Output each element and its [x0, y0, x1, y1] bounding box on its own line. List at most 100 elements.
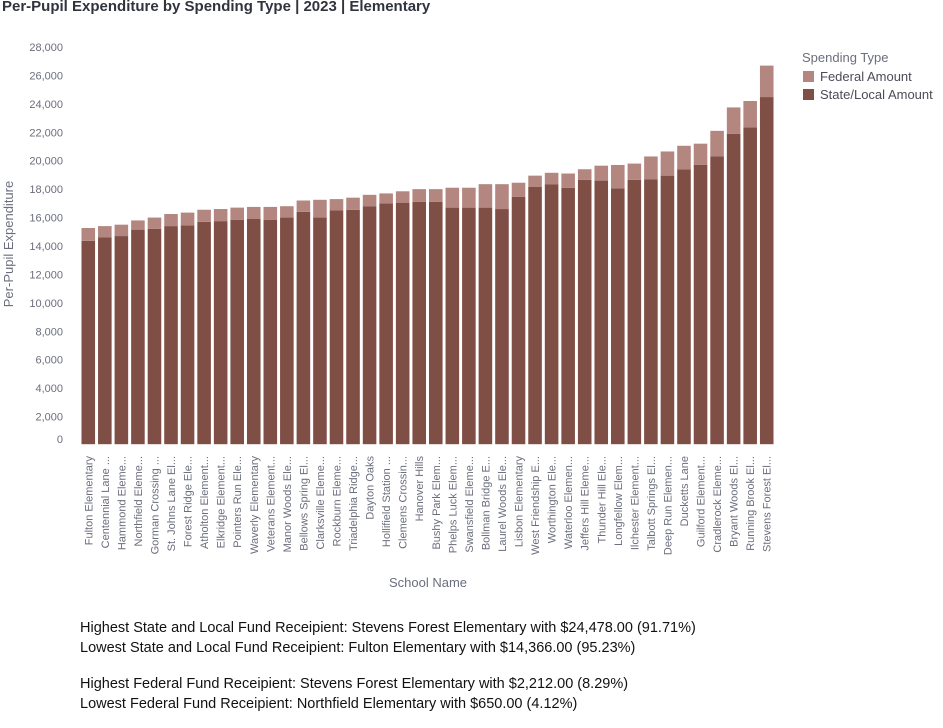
bar-federal[interactable]	[445, 187, 460, 208]
bar-federal[interactable]	[346, 197, 360, 210]
bar-state-local[interactable]	[329, 210, 344, 445]
bar-state-local[interactable]	[627, 179, 642, 445]
legend-item-federal[interactable]: Federal Amount	[803, 69, 912, 84]
bar-federal[interactable]	[561, 173, 575, 188]
bar-federal[interactable]	[759, 65, 774, 98]
bar-state-local[interactable]	[644, 179, 658, 445]
bar-state-local[interactable]	[445, 207, 460, 445]
bar-federal[interactable]	[710, 130, 724, 157]
bar-state-local[interactable]	[164, 226, 178, 445]
bar-federal[interactable]	[296, 200, 311, 212]
bar-state-local[interactable]	[660, 175, 675, 445]
bar-state-local[interactable]	[677, 169, 691, 445]
bar-federal[interactable]	[197, 209, 211, 222]
bar-state-local[interactable]	[313, 217, 327, 445]
bar-state-local[interactable]	[131, 229, 145, 445]
bar-federal[interactable]	[726, 107, 741, 134]
bar-state-local[interactable]	[511, 196, 526, 445]
bar-state-local[interactable]	[561, 187, 575, 445]
x-tick-label: Cradlerock Eleme...	[712, 456, 724, 553]
bar-state-local[interactable]	[114, 236, 129, 445]
bar-federal[interactable]	[528, 175, 542, 188]
bar-state-local[interactable]	[180, 225, 195, 445]
bar-federal[interactable]	[428, 189, 443, 202]
summary-highest-state-local: Highest State and Local Fund Receipient:…	[80, 620, 696, 636]
bar-federal[interactable]	[230, 207, 244, 220]
bar-state-local[interactable]	[246, 218, 261, 445]
x-tick-label: Hanover Hills	[414, 456, 426, 522]
bar-federal[interactable]	[164, 214, 178, 227]
bar-federal[interactable]	[478, 184, 493, 208]
bar-federal[interactable]	[693, 143, 708, 165]
bar-federal[interactable]	[395, 191, 410, 203]
bar-federal[interactable]	[147, 217, 162, 229]
bar-federal[interactable]	[329, 199, 344, 211]
bar-federal[interactable]	[594, 165, 609, 181]
x-tick-label: Triadelphia Ridge...	[348, 456, 360, 551]
bar-federal[interactable]	[114, 224, 129, 237]
y-axis-title: Per-Pupil Expenditure	[1, 181, 16, 307]
x-tick-label: Atholton Element...	[199, 456, 211, 549]
bar-state-local[interactable]	[379, 203, 393, 445]
bar-state-local[interactable]	[611, 188, 625, 445]
bar-state-local[interactable]	[362, 206, 377, 445]
bar-federal[interactable]	[677, 145, 691, 170]
bar-federal[interactable]	[462, 187, 476, 208]
bar-federal[interactable]	[412, 189, 427, 202]
bar-state-local[interactable]	[478, 207, 493, 445]
bar-federal[interactable]	[131, 220, 145, 230]
bar-federal[interactable]	[362, 194, 377, 207]
y-tick-label: 20,000	[29, 156, 63, 168]
bar-state-local[interactable]	[495, 209, 509, 445]
bar-state-local[interactable]	[230, 219, 244, 445]
bar-federal[interactable]	[180, 212, 195, 226]
y-tick-label: 4,000	[35, 383, 63, 395]
bar-federal[interactable]	[98, 226, 112, 238]
bar-federal[interactable]	[213, 209, 228, 222]
bar-state-local[interactable]	[594, 180, 609, 445]
bar-federal[interactable]	[644, 156, 658, 180]
x-tick-label: Deep Run Elemen...	[662, 456, 674, 555]
x-tick-label: Lisbon Elementary	[514, 456, 526, 548]
bar-state-local[interactable]	[743, 127, 757, 445]
bar-federal[interactable]	[611, 164, 625, 189]
legend-label-federal: Federal Amount	[820, 69, 912, 84]
bar-federal[interactable]	[263, 206, 278, 220]
x-tick-label: Dayton Oaks	[365, 456, 377, 520]
bar-federal[interactable]	[313, 199, 327, 218]
bar-state-local[interactable]	[98, 237, 112, 445]
bar-federal[interactable]	[743, 101, 757, 128]
bar-state-local[interactable]	[759, 97, 774, 445]
bar-federal[interactable]	[544, 172, 559, 185]
summary-text: Highest State and Local Fund Receipient:…	[80, 618, 696, 714]
bar-federal[interactable]	[495, 184, 509, 210]
bar-state-local[interactable]	[263, 219, 278, 445]
bar-state-local[interactable]	[528, 187, 542, 445]
bar-state-local[interactable]	[213, 221, 228, 445]
bar-state-local[interactable]	[280, 217, 294, 445]
bar-federal[interactable]	[246, 206, 261, 219]
bar-state-local[interactable]	[412, 201, 427, 445]
legend-item-state-local[interactable]: State/Local Amount	[803, 87, 933, 102]
bar-state-local[interactable]	[710, 156, 724, 445]
bar-federal[interactable]	[379, 193, 393, 204]
bar-state-local[interactable]	[577, 179, 592, 445]
bar-state-local[interactable]	[544, 184, 559, 445]
bar-state-local[interactable]	[428, 201, 443, 445]
bar-federal[interactable]	[81, 228, 96, 241]
bar-state-local[interactable]	[726, 133, 741, 445]
bar-state-local[interactable]	[693, 164, 708, 445]
bar-federal[interactable]	[660, 151, 675, 176]
bar-state-local[interactable]	[81, 240, 96, 445]
x-tick-label: Veterans Element...	[265, 456, 277, 552]
bar-state-local[interactable]	[346, 209, 360, 445]
bar-federal[interactable]	[511, 182, 526, 197]
bar-state-local[interactable]	[296, 211, 311, 445]
bar-federal[interactable]	[577, 169, 592, 180]
bar-state-local[interactable]	[197, 221, 211, 445]
bar-state-local[interactable]	[462, 207, 476, 445]
bar-federal[interactable]	[280, 206, 294, 218]
bar-state-local[interactable]	[395, 202, 410, 445]
bar-state-local[interactable]	[147, 228, 162, 445]
bar-federal[interactable]	[627, 163, 642, 180]
